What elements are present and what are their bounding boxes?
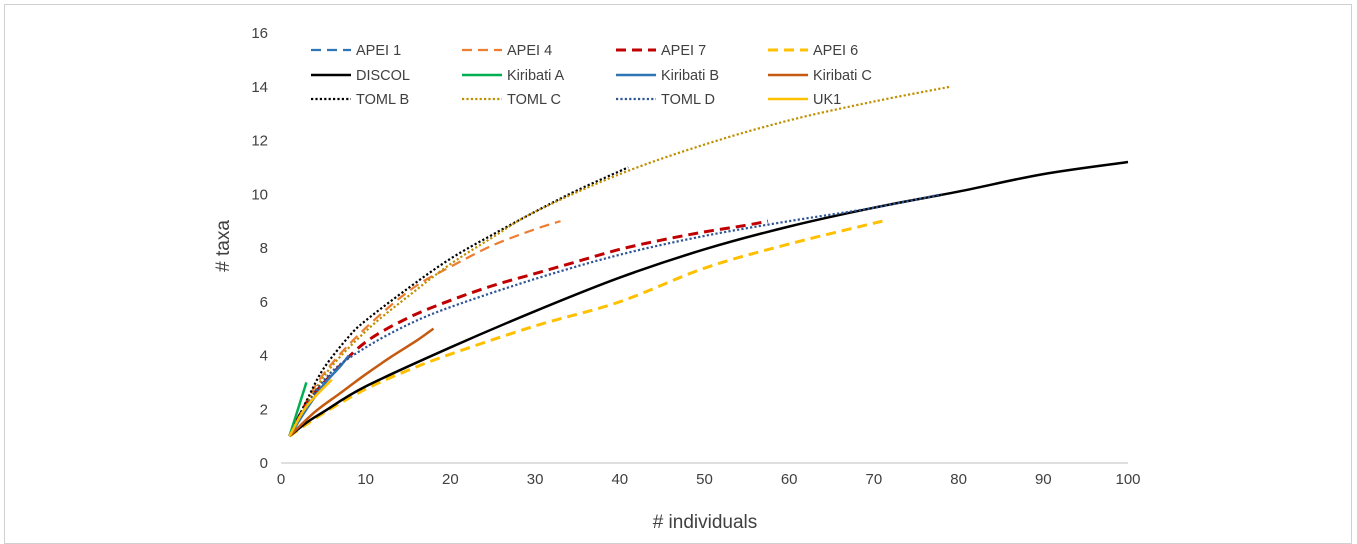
y-tick-label-10: 10 <box>251 186 268 203</box>
y-tick-label-12: 12 <box>251 133 268 150</box>
legend-entry-toml-d: TOML D <box>616 92 715 108</box>
y-tick-label-16: 16 <box>251 25 268 42</box>
series-line-toml-b <box>288 166 629 437</box>
series-line-kiribati-c <box>288 327 435 438</box>
legend-label-apei-4: APEI 4 <box>507 43 552 59</box>
legend-entry-kiribati-b: Kiribati B <box>616 68 719 84</box>
x-tick-label-100: 100 <box>1115 471 1140 488</box>
y-tick-label-14: 14 <box>251 79 268 96</box>
legend-entry-kiribati-c: Kiribati C <box>768 68 872 84</box>
x-tick-label-80: 80 <box>950 471 967 488</box>
legend-entry-apei-1: APEI 1 <box>311 43 401 59</box>
y-tick-label-6: 6 <box>260 294 268 311</box>
x-tick-label-40: 40 <box>611 471 628 488</box>
series-line-uk1 <box>288 378 333 437</box>
legend-label-toml-c: TOML C <box>507 92 561 108</box>
series-layer <box>288 85 1129 438</box>
legend-label-kiribati-a: Kiribati A <box>507 68 565 84</box>
legend-entry-toml-c: TOML C <box>462 92 561 108</box>
legend-entry-uk1: UK1 <box>768 92 841 108</box>
legend-entry-kiribati-a: Kiribati A <box>462 68 565 84</box>
x-tick-label-10: 10 <box>357 471 374 488</box>
legend-label-kiribati-b: Kiribati B <box>661 68 719 84</box>
series-line-discol <box>288 160 1129 438</box>
legend-label-apei-6: APEI 6 <box>813 43 858 59</box>
series-line-toml-c <box>288 85 951 437</box>
legend-label-uk1: UK1 <box>813 92 841 108</box>
series-line-apei-4 <box>288 220 561 437</box>
legend-entry-apei-6: APEI 6 <box>768 43 858 59</box>
x-tick-label-0: 0 <box>277 471 285 488</box>
y-tick-label-4: 4 <box>260 348 268 365</box>
x-tick-label-90: 90 <box>1035 471 1052 488</box>
legend-entry-apei-7: APEI 7 <box>616 43 706 59</box>
x-tick-label-60: 60 <box>781 471 798 488</box>
legend: APEI 1 APEI 4 APEI 7 APEI 6 DISCOL Kiribati A… <box>311 43 872 108</box>
legend-label-apei-1: APEI 1 <box>356 43 401 59</box>
legend-label-apei-7: APEI 7 <box>661 43 706 59</box>
y-tick-label-0: 0 <box>260 455 268 472</box>
series-line-apei-6 <box>288 219 883 438</box>
legend-entry-apei-4: APEI 4 <box>462 43 552 59</box>
y-axis-title: # taxa <box>213 220 234 272</box>
x-tick-label-50: 50 <box>696 471 713 488</box>
x-axis-ticks: 0 10 20 30 40 50 60 70 80 90 100 <box>277 471 1141 488</box>
x-tick-label-70: 70 <box>866 471 883 488</box>
legend-label-discol: DISCOL <box>356 68 410 84</box>
x-tick-label-30: 30 <box>527 471 544 488</box>
legend-entry-discol: DISCOL <box>311 68 410 84</box>
series-line-kiribati-b <box>288 354 350 437</box>
legend-label-kiribati-c: Kiribati C <box>813 68 872 84</box>
y-axis-ticks: 0 2 4 6 8 10 12 14 16 <box>251 25 268 472</box>
y-tick-label-8: 8 <box>260 240 268 257</box>
rarefaction-chart: 0 10 20 30 40 50 60 70 80 90 100 0 2 4 6 8 10 12 14 16 # i… <box>213 25 1141 531</box>
plot-area: 0 10 20 30 40 50 60 70 80 90 100 0 2 4 6 8 10 12 14 16 <box>251 25 1140 488</box>
x-tick-label-20: 20 <box>442 471 459 488</box>
legend-entry-toml-b: TOML B <box>311 92 409 108</box>
y-tick-label-2: 2 <box>260 401 268 418</box>
legend-label-toml-b: TOML B <box>356 92 409 108</box>
legend-label-toml-d: TOML D <box>661 92 715 108</box>
x-axis-title: # individuals <box>653 512 758 531</box>
